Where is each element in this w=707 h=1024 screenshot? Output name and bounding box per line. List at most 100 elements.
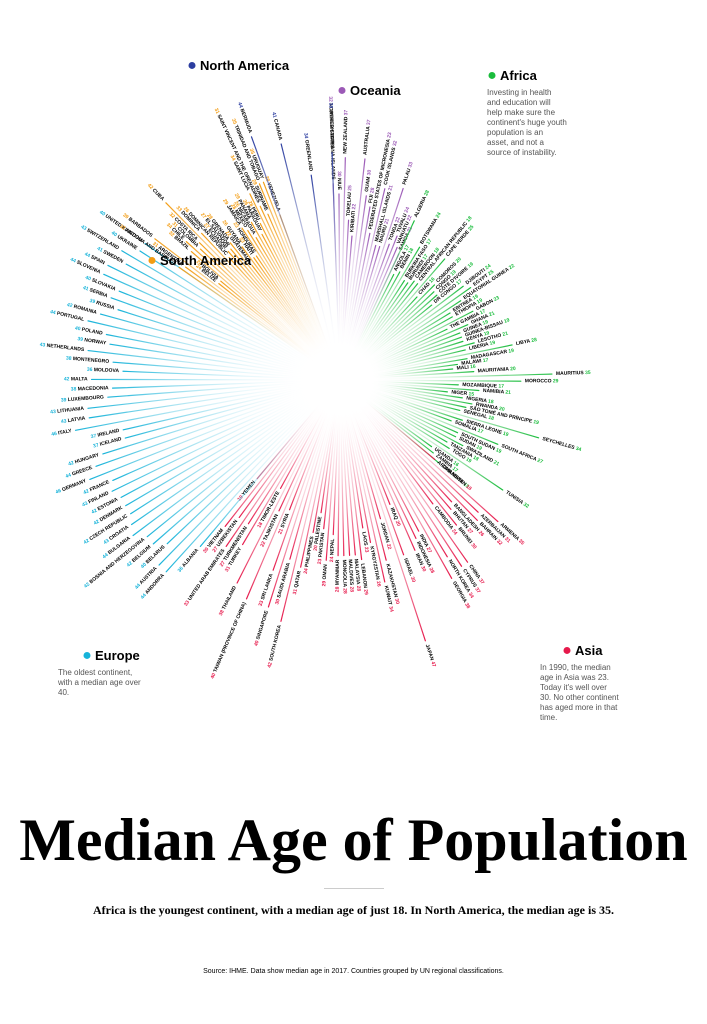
svg-text:41 CANADA: 41 CANADA [270,112,283,142]
ray-label: 24 NEPAL [329,539,336,563]
svg-text:28 MYANMAR: 28 MYANMAR [335,559,341,592]
chart-source: Source: IHME. Data show median age in 20… [0,968,707,1005]
ray-label: 43 NETHERLANDS [39,342,85,353]
ray-label: SOUTH AFRICA 27 [500,443,544,465]
continent-label: Oceania [339,83,402,98]
continent-label: North America [189,58,290,73]
ray-label: 31 QATAR [292,570,303,595]
svg-text:40 SINGAPORE: 40 SINGAPORE [254,609,271,647]
ray-label: 24 PHILIPPINES [303,535,316,574]
ray-label: 29 OMAN [322,564,330,587]
svg-text:PALAU 33: PALAU 33 [402,161,415,186]
svg-text:South America: South America [160,253,252,268]
svg-text:36 ALBANIA: 36 ALBANIA [177,547,201,574]
ray-label: 42 MALTA [64,377,88,383]
legend-dot-icon [149,257,156,264]
ray-label: 36 MOLDOVA [87,367,120,374]
svg-text:38 MACEDONIA: 38 MACEDONIA [71,386,109,393]
ray-label: NAMIBIA 21 [483,388,512,396]
svg-text:Europe: Europe [95,648,140,663]
ray-label: AUSTRALIA 37 [363,119,373,155]
svg-text:38 THAILAND: 38 THAILAND [218,585,238,617]
ray-label: MAURITIUS 35 [556,370,591,377]
ray-label: ALGERIA 28 [413,189,431,218]
ray-line [126,395,314,505]
continent-label: Asia [564,643,604,658]
ray-line [106,334,310,374]
svg-text:SOUTH AFRICA 27: SOUTH AFRICA 27 [500,443,544,465]
svg-text:29 OMAN: 29 OMAN [322,564,330,587]
svg-text:Asia: Asia [575,643,603,658]
ray-label: TUNISIA 32 [504,490,530,510]
ray-label: 42 SOUTH KOREA [267,624,283,668]
ray-label: 43 LITHUANIA [50,406,85,416]
svg-text:AUSTRALIA 37: AUSTRALIA 37 [363,119,373,155]
svg-text:24 NEPAL: 24 NEPAL [329,539,336,563]
ray-label: 39 LUXEMBOURG [61,395,104,404]
continent-note: In 1990, the medianage in Asia was 23.To… [540,663,619,722]
ray-label: 42 CUBA [146,183,166,203]
radial-chart: 32 NORTHERN MARIANA ISLANDS30 NIUENEW ZE… [0,0,707,810]
ray-line [356,405,461,566]
svg-text:34 GREENLAND: 34 GREENLAND [302,133,313,172]
ray-label: MALI 16 [456,364,476,372]
continent-note: The oldest continent,with a median age o… [57,668,141,697]
ray-label: 38 MONTENEGRO [66,356,110,365]
legend-dot-icon [189,62,196,69]
ray-label: LIBYA 28 [515,337,537,347]
svg-text:24 PHILIPPINES: 24 PHILIPPINES [303,535,316,574]
svg-text:ALGERIA 28: ALGERIA 28 [413,189,431,218]
ray-label: 36 ALBANIA [177,547,201,574]
ray-label: ISRAEL 30 [402,558,416,584]
svg-text:42 SOUTH KOREA: 42 SOUTH KOREA [267,624,283,668]
ray-line [110,344,310,375]
svg-text:42 CUBA: 42 CUBA [146,183,166,203]
ray-label: 28 MYANMAR [335,559,341,592]
ray-line [339,194,340,350]
legend-dot-icon [84,652,91,659]
ray-label: CAMBODIA 24 [433,505,458,536]
ray-label: 41 CANADA [270,112,283,142]
svg-text:46 ITALY: 46 ITALY [51,428,73,438]
svg-text:North America: North America [200,58,290,73]
chart-subtitle: Africa is the youngest continent, with a… [0,903,707,918]
ray-label: 38 UNITED STATES [327,103,335,150]
svg-text:NEW ZEALAND 37: NEW ZEALAND 37 [343,109,350,153]
svg-text:ISRAEL 30: ISRAEL 30 [402,558,416,584]
svg-text:LAOS 23: LAOS 23 [360,531,369,553]
ray-line [355,272,400,354]
svg-text:MAURITIUS 35: MAURITIUS 35 [556,370,591,377]
ray-label: 40 POLAND [74,326,103,337]
svg-text:MAURITANIA 20: MAURITANIA 20 [478,366,517,374]
ray-line [89,384,310,417]
continent-label: Africa [489,68,538,83]
svg-text:38 MONTENEGRO: 38 MONTENEGRO [66,356,110,365]
svg-text:MONGOLIA 28: MONGOLIA 28 [341,559,348,594]
legend-dot-icon [564,647,571,654]
ray-label: 33 SRI LANKA [258,573,275,608]
svg-text:31 QATAR: 31 QATAR [292,570,303,595]
svg-text:39 LUXEMBOURG: 39 LUXEMBOURG [61,395,104,404]
ray-label: MAURITANIA 20 [478,366,517,374]
ray-label: 40 SINGAPORE [254,609,271,647]
legend-dot-icon [489,72,496,79]
svg-text:33 SRI LANKA: 33 SRI LANKA [258,573,275,608]
svg-text:40 TAIWAN (PROVINCE OF CHINA): 40 TAIWAN (PROVINCE OF CHINA) [210,601,248,680]
ray-label: MOROCCO 29 [525,379,559,385]
ray-label: 30 NIUE [336,171,342,191]
svg-text:TUNISIA 32: TUNISIA 32 [504,490,530,510]
continent-label: South America [149,253,253,268]
svg-text:36 MOLDOVA: 36 MOLDOVA [87,367,120,374]
ray-label: JAPAN 47 [423,644,436,668]
svg-text:Africa: Africa [500,68,538,83]
continent-label: Europe [84,648,140,663]
ray-line [370,380,521,381]
ray-label: 43 LATVIA [61,416,87,426]
svg-text:LIBYA 28: LIBYA 28 [515,337,537,347]
svg-text:KYRGYZSTAN 26: KYRGYZSTAN 26 [368,546,382,588]
svg-text:JAPAN 47: JAPAN 47 [423,644,436,668]
ray-label: 38 THAILAND [218,585,238,617]
svg-text:MALI 16: MALI 16 [456,364,476,372]
ray-line [113,392,313,480]
ray-label: 38 MACEDONIA [71,386,109,393]
